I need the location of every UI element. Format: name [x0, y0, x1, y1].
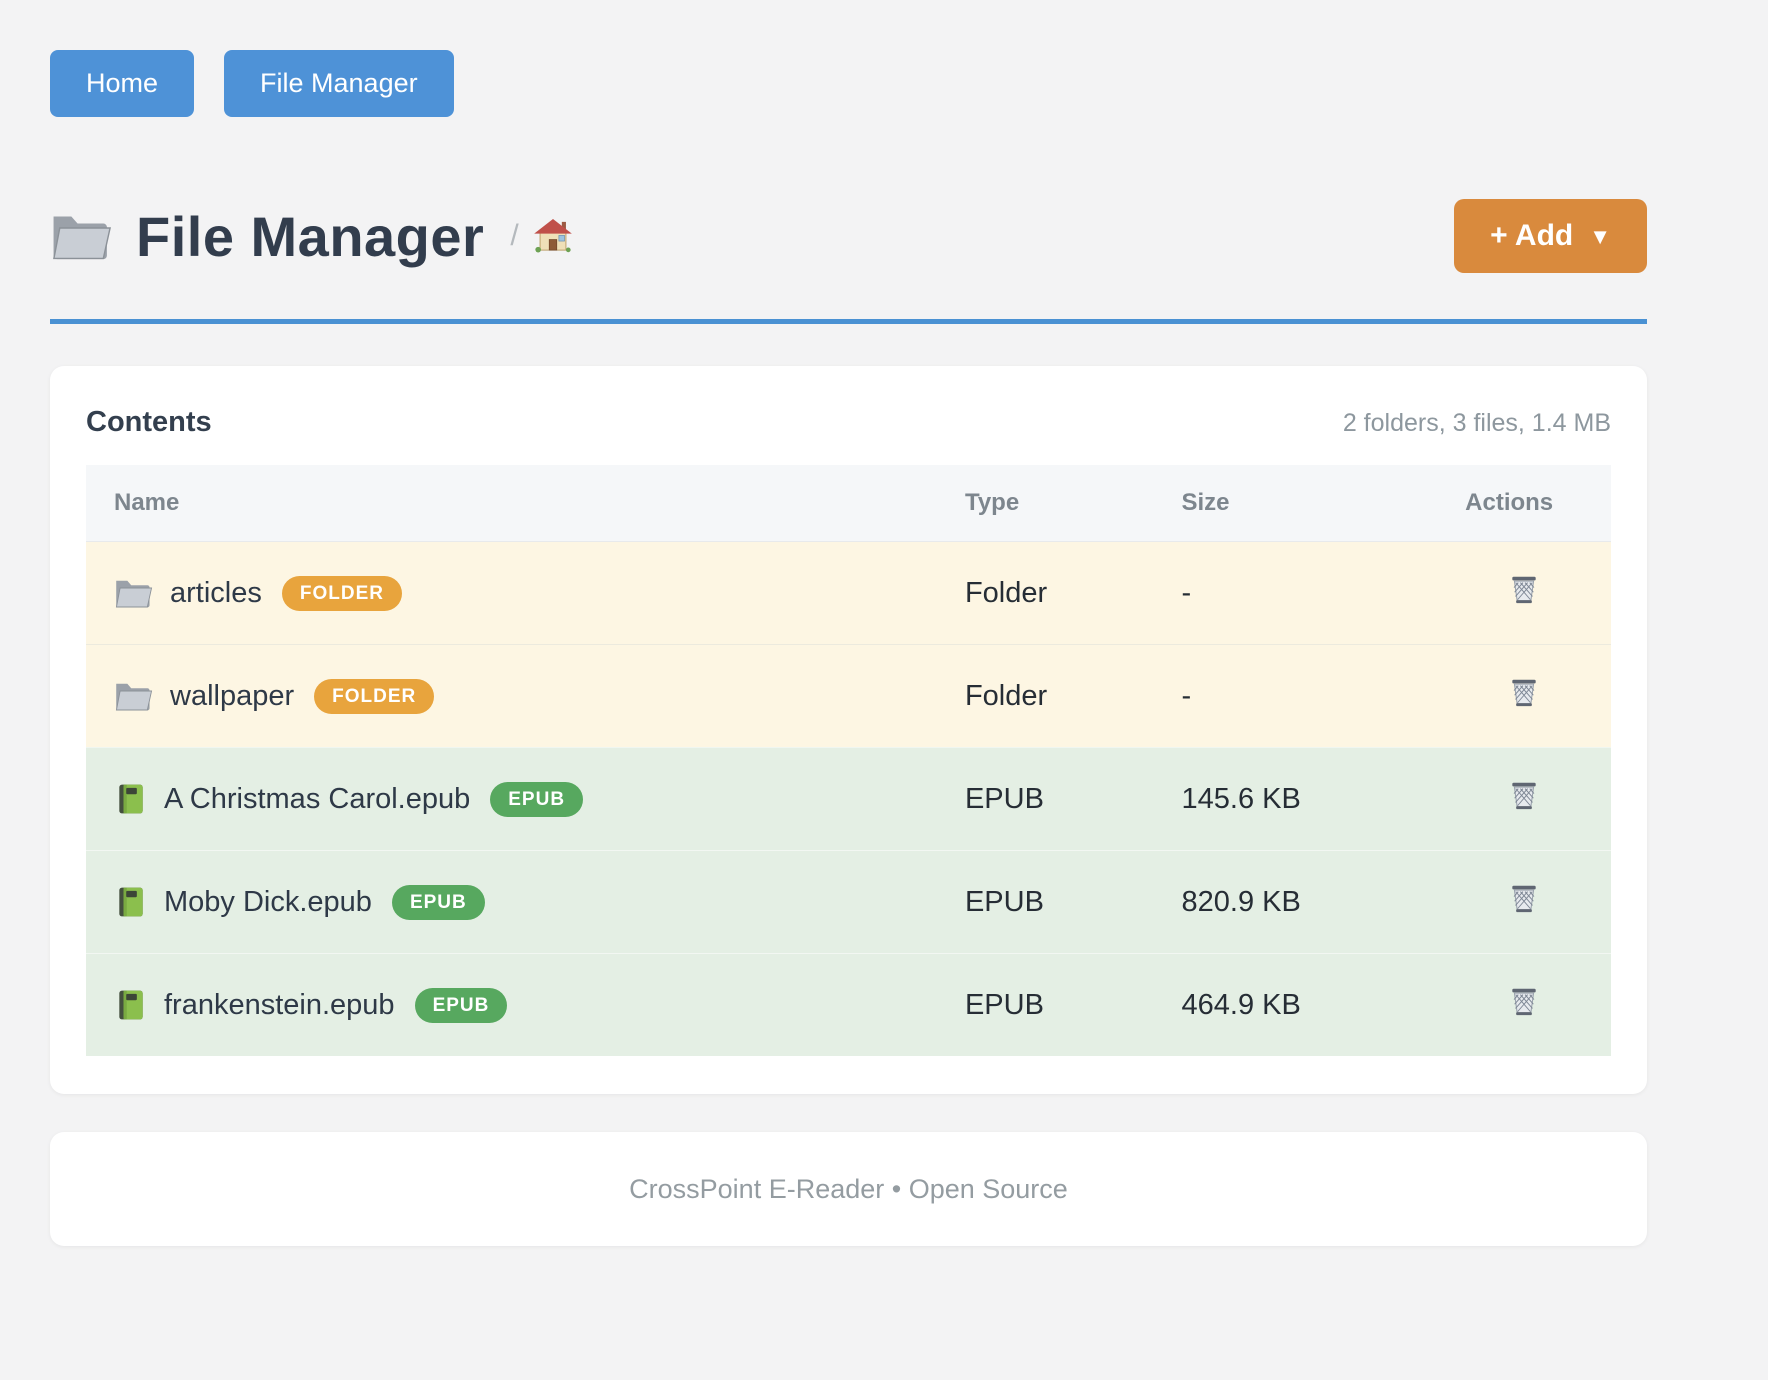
folder-badge: FOLDER [281, 575, 402, 611]
epub-badge: EPUB [391, 884, 485, 920]
page-header: File Manager / + Add ▼ [50, 199, 1647, 273]
delete-button[interactable] [1507, 881, 1541, 918]
house-icon[interactable] [533, 216, 573, 256]
page: Home File Manager File Manager / [50, 0, 1647, 1246]
column-header-actions: Actions [1437, 465, 1611, 542]
file-name-link[interactable]: A Christmas Carol.epub [164, 782, 471, 815]
table-row: frankenstein.epub EPUB EPUB 464.9 KB [86, 953, 1611, 1056]
contents-card-head: Contents 2 folders, 3 files, 1.4 MB [86, 406, 1611, 439]
files-table: Name Type Size Actions a [86, 465, 1611, 1056]
table-row: wallpaper FOLDER Folder - [86, 644, 1611, 748]
type-cell: Folder [936, 644, 1154, 748]
table-row: A Christmas Carol.epub EPUB EPUB 145.6 K… [86, 747, 1611, 851]
size-cell: - [1153, 541, 1438, 645]
delete-button[interactable] [1507, 572, 1541, 609]
size-cell: - [1153, 644, 1438, 748]
caret-down-icon: ▼ [1589, 224, 1611, 249]
add-button[interactable]: + Add ▼ [1454, 199, 1647, 273]
wastebasket-icon [1507, 778, 1541, 815]
page-title: File Manager [136, 204, 485, 268]
file-name-link[interactable]: frankenstein.epub [164, 988, 395, 1021]
type-cell: EPUB [936, 953, 1154, 1056]
wastebasket-icon [1507, 572, 1541, 609]
column-header-name: Name [86, 465, 937, 542]
breadcrumb-separator: / [510, 219, 519, 252]
breadcrumb: / [510, 216, 572, 256]
file-manager-button[interactable]: File Manager [224, 50, 454, 117]
type-cell: EPUB [936, 747, 1154, 851]
green-book-icon [114, 988, 148, 1022]
epub-badge: EPUB [490, 781, 584, 817]
size-cell: 145.6 KB [1153, 747, 1438, 851]
column-header-type: Type [936, 465, 1154, 542]
folder-icon [114, 679, 154, 713]
type-cell: EPUB [936, 850, 1154, 954]
home-button[interactable]: Home [50, 50, 195, 117]
open-folder-icon [50, 209, 114, 263]
add-button-label: + Add [1490, 219, 1574, 252]
column-header-size: Size [1153, 465, 1438, 542]
table-row: Moby Dick.epub EPUB EPUB 820.9 KB [86, 850, 1611, 954]
green-book-icon [114, 885, 148, 919]
green-book-icon [114, 782, 148, 816]
footer-card: CrossPoint E-Reader • Open Source [50, 1132, 1647, 1246]
contents-title: Contents [86, 406, 212, 438]
delete-button[interactable] [1507, 984, 1541, 1021]
delete-button[interactable] [1507, 675, 1541, 712]
breadcrumb-nav: Home File Manager [50, 50, 1647, 117]
size-cell: 820.9 KB [1153, 850, 1438, 954]
file-name-link[interactable]: articles [170, 576, 262, 609]
table-header-row: Name Type Size Actions [86, 465, 1611, 542]
table-row: articles FOLDER Folder - [86, 541, 1611, 645]
title-group: File Manager / [50, 204, 573, 269]
file-name-link[interactable]: Moby Dick.epub [164, 885, 372, 918]
folder-icon [114, 576, 154, 610]
folder-badge: FOLDER [314, 678, 435, 714]
header-divider [50, 319, 1647, 324]
contents-summary: 2 folders, 3 files, 1.4 MB [1342, 409, 1611, 437]
wastebasket-icon [1507, 984, 1541, 1021]
epub-badge: EPUB [414, 987, 508, 1023]
size-cell: 464.9 KB [1153, 953, 1438, 1056]
contents-card: Contents 2 folders, 3 files, 1.4 MB Name… [50, 366, 1647, 1094]
wastebasket-icon [1507, 881, 1541, 918]
file-name-link[interactable]: wallpaper [170, 679, 295, 712]
wastebasket-icon [1507, 675, 1541, 712]
type-cell: Folder [936, 541, 1154, 645]
delete-button[interactable] [1507, 778, 1541, 815]
footer-text: CrossPoint E-Reader • Open Source [629, 1173, 1068, 1204]
